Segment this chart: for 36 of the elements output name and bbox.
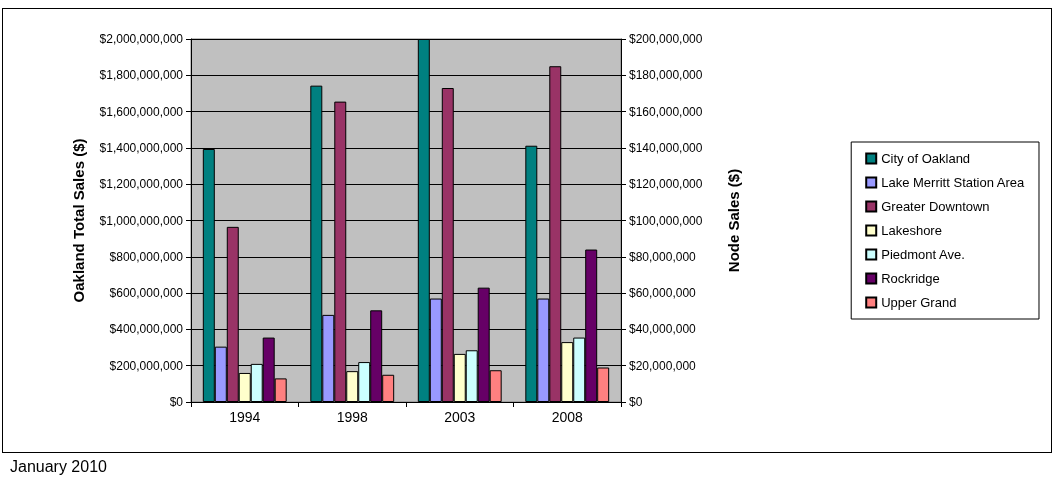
x-tick-label: 2008 xyxy=(551,409,584,425)
y2-tick-label: $80,000,000 xyxy=(629,249,697,264)
legend-label: Lakeshore xyxy=(881,223,942,238)
y2-tick-label: $160,000,000 xyxy=(629,104,703,119)
y2-tick-label: $120,000,000 xyxy=(629,177,703,192)
y-axis-title: Oakland Total Sales ($) xyxy=(70,138,87,303)
y-tick-label: $1,400,000,000 xyxy=(99,140,184,155)
legend-label: Lake Merritt Station Area xyxy=(881,175,1026,190)
y2-tick-label: $60,000,000 xyxy=(629,286,697,301)
x-tick-label: 1998 xyxy=(336,409,369,425)
legend-label: Piedmont Ave. xyxy=(881,247,965,262)
y2-tick-label: $200,000,000 xyxy=(629,32,703,46)
y-tick-label: $0 xyxy=(169,395,184,409)
y2-tick-label: $140,000,000 xyxy=(629,140,703,155)
y-tick-label: $800,000,000 xyxy=(109,249,184,264)
legend-label: City of Oakland xyxy=(881,151,971,166)
y-tick-label: $1,200,000,000 xyxy=(99,177,184,192)
text: January 2010 xyxy=(10,458,107,476)
legend-label: Greater Downtown xyxy=(881,199,990,214)
y2-tick-label: $40,000,000 xyxy=(629,322,697,337)
y2-axis-title: Node Sales ($) xyxy=(725,168,742,273)
y2-tick-label: $20,000,000 xyxy=(629,358,697,373)
y-tick-label: $1,800,000,000 xyxy=(99,68,184,83)
legend-label: Rockridge xyxy=(881,271,940,286)
y2-tick-label: $0 xyxy=(629,395,643,409)
legend-label: Upper Grand xyxy=(881,295,957,310)
y-tick-label: $200,000,000 xyxy=(109,358,184,373)
y-tick-label: $1,600,000,000 xyxy=(99,104,184,119)
y-tick-label: $600,000,000 xyxy=(109,286,184,301)
y2-tick-label: $180,000,000 xyxy=(629,68,703,83)
x-tick-label: 1994 xyxy=(229,409,261,425)
x-tick-label: 2003 xyxy=(444,409,476,425)
y-tick-label: $2,000,000,000 xyxy=(99,32,184,46)
y-tick-label: $1,000,000,000 xyxy=(99,213,184,228)
y-tick-label: $400,000,000 xyxy=(109,322,184,337)
y2-tick-label: $100,000,000 xyxy=(629,213,703,228)
